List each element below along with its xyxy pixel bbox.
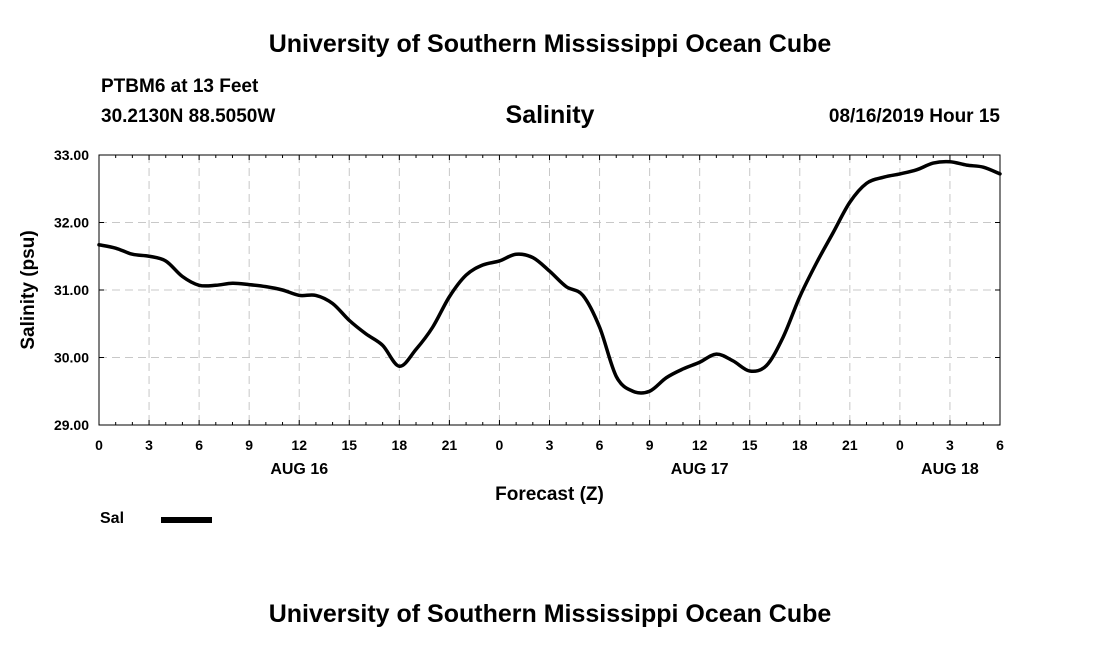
legend-label: Sal xyxy=(100,510,125,527)
y-tick-label: 29.00 xyxy=(54,417,89,433)
page-title: University of Southern Mississippi Ocean… xyxy=(268,30,832,58)
x-tick-label: 3 xyxy=(145,437,153,453)
tick-labels: 0 3 6 9 12 15 18 21 0 3 6 9 12 15 18 21 0 3 6 AUG 16 AUG 17 A… xyxy=(54,147,1004,478)
x-tick-label: 21 xyxy=(442,437,458,453)
x-tick-label: 9 xyxy=(646,437,654,453)
station-label: PTBM6 at 13 Feet xyxy=(101,76,259,97)
x-tick-label: 0 xyxy=(896,437,904,453)
x-tick-label: 21 xyxy=(842,437,858,453)
date-label: AUG 17 xyxy=(671,461,729,478)
x-tick-label: 15 xyxy=(341,437,357,453)
y-tick-label: 31.00 xyxy=(54,282,89,298)
coordinates-label: 30.2130N 88.5050W xyxy=(101,106,276,127)
plot-frame xyxy=(98,154,1001,426)
forecast-timestamp: 08/16/2019 Hour 15 xyxy=(828,106,1000,127)
x-tick-label: 3 xyxy=(546,437,554,453)
legend-swatch xyxy=(161,517,212,523)
grid-lines xyxy=(99,155,1000,425)
x-tick-label: 0 xyxy=(496,437,504,453)
x-tick-label: 6 xyxy=(195,437,203,453)
x-tick-label: 12 xyxy=(291,437,307,453)
y-tick-label: 33.00 xyxy=(54,147,89,163)
x-tick-label: 3 xyxy=(946,437,954,453)
salinity-series-line xyxy=(97,159,1002,395)
x-tick-label: 6 xyxy=(596,437,604,453)
y-tick-label: 30.00 xyxy=(54,350,89,366)
x-tick-label: 15 xyxy=(742,437,758,453)
x-tick-label: 0 xyxy=(95,437,103,453)
y-axis-label: Salinity (psu) xyxy=(18,230,39,349)
x-tick-label: 18 xyxy=(392,437,408,453)
x-tick-label: 18 xyxy=(792,437,808,453)
y-tick-label: 32.00 xyxy=(54,215,89,231)
date-label: AUG 16 xyxy=(270,461,328,478)
date-label: AUG 18 xyxy=(921,461,979,478)
x-tick-label: 9 xyxy=(245,437,253,453)
x-axis-label: Forecast (Z) xyxy=(495,484,604,505)
x-tick-label: 12 xyxy=(692,437,708,453)
x-tick-label: 6 xyxy=(996,437,1004,453)
chart-title: Salinity xyxy=(505,101,595,129)
footer-title: University of Southern Mississippi Ocean… xyxy=(268,600,832,628)
